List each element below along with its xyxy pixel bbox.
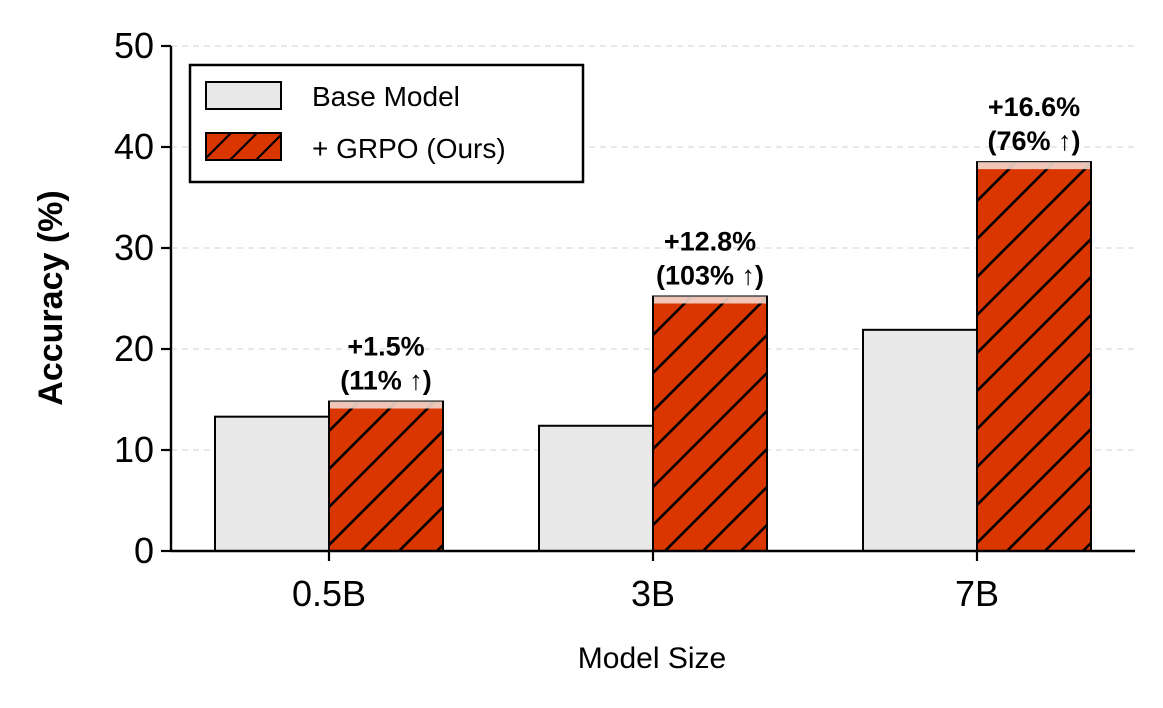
- legend-swatch-grpo: [205, 132, 282, 161]
- y-tick-label: 20: [114, 328, 154, 369]
- y-tick-label: 30: [114, 227, 154, 268]
- bar-annotation-gain: +1.5%: [347, 332, 424, 362]
- bar-grpo-cap: [330, 401, 442, 409]
- bar-annotation-relative: (76% ↑): [987, 126, 1080, 156]
- bar-base-model: [538, 424, 654, 553]
- bar-annotation-relative: (103% ↑): [656, 260, 764, 290]
- y-tick-label: 10: [114, 429, 154, 470]
- tick-labels: 0 10 20 30 40 50 0.5B 3B 7B: [114, 25, 999, 614]
- x-tick-label: 0.5B: [292, 573, 366, 614]
- bar-grpo: [328, 400, 444, 552]
- bar-grpo: [976, 161, 1092, 552]
- x-tick-label: 7B: [955, 573, 999, 614]
- bar-grpo-cap: [978, 162, 1090, 170]
- bar-base-model: [862, 328, 978, 552]
- x-tick-label: 3B: [631, 573, 675, 614]
- bar-base-model: [214, 415, 330, 553]
- y-axis-label: Accuracy (%): [32, 190, 70, 405]
- bar-annotations: +1.5% (11% ↑) +12.8% (103% ↑) +16.6% (76% ↑): [340, 92, 1080, 395]
- axes: [161, 44, 1135, 561]
- y-tick-label: 50: [114, 25, 154, 66]
- bar-grpo-cap: [654, 296, 766, 304]
- y-tick-label: 0: [134, 530, 154, 571]
- legend: Base Model + GRPO (Ours): [188, 63, 585, 184]
- bar-grpo: [652, 295, 768, 553]
- legend-swatch-base: [205, 81, 282, 110]
- y-tick-label: 40: [114, 126, 154, 167]
- legend-label-base: Base Model: [312, 81, 460, 112]
- bar-annotation-relative: (11% ↑): [340, 366, 432, 396]
- legend-label-grpo: + GRPO (Ours): [312, 133, 506, 164]
- bar-annotation-gain: +16.6%: [988, 92, 1080, 122]
- x-axis-label: Model Size: [578, 642, 726, 675]
- bar-annotation-gain: +12.8%: [664, 226, 756, 256]
- bars: [214, 161, 1092, 553]
